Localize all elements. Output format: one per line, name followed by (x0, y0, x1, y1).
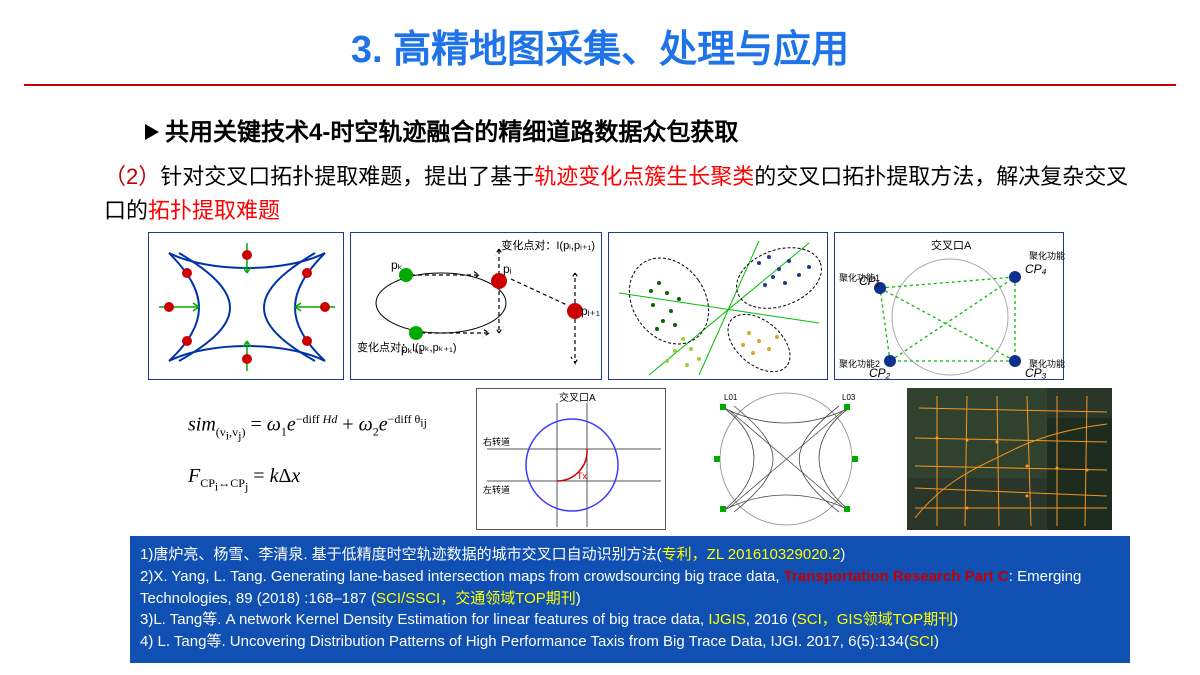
svg-text:聚化功能4: 聚化功能4 (1029, 250, 1065, 261)
graph-icon: CP₁ CP₂ CP₃ CP₄ 聚化功能1 聚化功能2 聚化功能3 聚化功能4 (835, 233, 1065, 381)
svg-text:L01: L01 (724, 393, 738, 402)
chevron-right-icon (145, 124, 159, 140)
section-subtitle: 共用关键技术4-时空轨迹融合的精细道路数据众包获取 (145, 112, 738, 147)
ref-2: 2)X. Yang, L. Tang. Generating lane-base… (140, 566, 1120, 610)
fig-turn-bundle: L01 L03 (684, 388, 889, 530)
subtitle-text: 共用关键技术4-时空轨迹融合的精细道路数据众包获取 (165, 119, 738, 146)
svg-text:聚化功能1: 聚化功能1 (839, 272, 880, 283)
map-icon (907, 388, 1112, 530)
schema-icon: pₖ pₖ₊₁ pᵢ pᵢ₊₁ (351, 233, 603, 381)
svg-text:CP₄: CP₄ (1025, 262, 1047, 276)
svg-text:右转道: 右转道 (483, 436, 510, 447)
eq-similarity: sim(vi,vj) = ω1e−diff Hd + ω2e−diff θij (188, 412, 418, 443)
curves-icon (149, 233, 345, 381)
title-underline (24, 84, 1176, 86)
fig-change-point-pairs: 变化点对：I(pᵢ,pᵢ₊₁) 变化点对：I(pₖ,pₖ₊₁) pₖ pₖ₊₁ … (350, 232, 602, 380)
page-title: 3. 高精地图采集、处理与应用 (0, 18, 1200, 73)
figure-row-2: sim(vi,vj) = ω1e−diff Hd + ω2e−diff θij … (148, 388, 1112, 530)
ref-4: 4) L. Tang等. Uncovering Distribution Pat… (140, 631, 1120, 653)
svg-text:聚化功能3: 聚化功能3 (1029, 358, 1065, 369)
svg-text:pᵢ₊₁: pᵢ₊₁ (581, 304, 600, 318)
bundle-icon: L01 L03 (684, 388, 889, 530)
svg-text:聚化功能2: 聚化功能2 (839, 358, 880, 369)
figure-row-1: 变化点对：I(pᵢ,pᵢ₊₁) 变化点对：I(pₖ,pₖ₊₁) pₖ pₖ₊₁ … (148, 232, 1064, 380)
ref-3: 3)L. Tang等. A network Kernel Density Est… (140, 609, 1120, 631)
body-paragraph: （2）针对交叉口拓扑提取难题，提出了基于轨迹变化点簇生长聚类的交叉口拓扑提取方法… (104, 160, 1140, 228)
svg-text:pᵢ: pᵢ (503, 262, 512, 276)
para-index: （2） (104, 164, 160, 189)
eq-force: FCPi↔CPj = kΔx (188, 465, 418, 494)
fig-cp-graph: 交叉口A CP₁ CP₂ CP₃ CP₄ 聚化功能1 聚化功能2 聚化功能3 聚 (834, 232, 1064, 380)
references-box: 1)唐炉亮、杨雪、李清泉. 基于低精度时空轨迹数据的城市交叉口自动识别方法(专利… (130, 536, 1130, 663)
svg-text:交叉口A: 交叉口A (559, 391, 596, 404)
fig-intersection-trajectories (148, 232, 344, 380)
ref-1: 1)唐炉亮、杨雪、李清泉. 基于低精度时空轨迹数据的城市交叉口自动识别方法(专利… (140, 544, 1120, 566)
scatter-icon (609, 233, 829, 381)
svg-text:Tx: Tx (577, 471, 587, 481)
equations: sim(vi,vj) = ω1e−diff Hd + ω2e−diff θij … (148, 388, 458, 504)
fig-circle-cross: 交叉口A 右转道 左转道 Tx (476, 388, 666, 530)
fig-cluster-scatter (608, 232, 828, 380)
cross-icon: 交叉口A 右转道 左转道 Tx (477, 389, 667, 531)
fig-city-network (907, 388, 1112, 530)
svg-text:左转道: 左转道 (483, 484, 510, 495)
svg-text:pₖ: pₖ (391, 258, 403, 272)
svg-text:L03: L03 (842, 393, 856, 402)
